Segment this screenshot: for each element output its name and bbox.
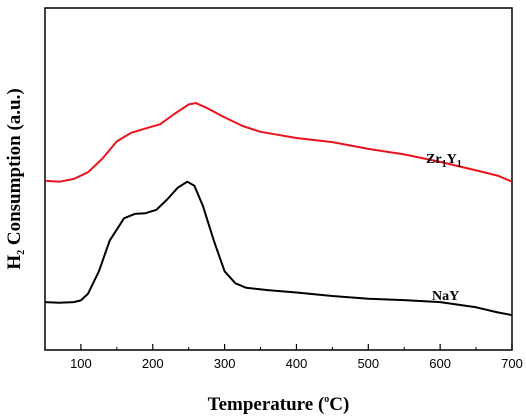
series-label-nay: NaY [432, 289, 459, 304]
x-tick-label-400: 400 [286, 356, 308, 371]
x-axis-title: Temperature (oC) [208, 394, 350, 415]
plot-area: 100 200 300 400 500 600 700 [44, 7, 523, 371]
x-tick-label-700: 700 [501, 356, 523, 371]
x-tick-label-300: 300 [214, 356, 236, 371]
x-tick-label-600: 600 [429, 356, 451, 371]
series-label-zr1y1: Zr1Y1 [426, 152, 462, 170]
x-tick-label-500: 500 [357, 356, 379, 371]
plot-frame [44, 7, 513, 351]
x-axis-ticks: 100 200 300 400 500 600 700 [44, 344, 523, 371]
y-axis-title: H2 Consumption (a.u.) [4, 88, 27, 269]
series-line-1 [44, 180, 513, 317]
series-layer [44, 102, 513, 317]
x-tick-label-100: 100 [70, 356, 92, 371]
x-tick-label-200: 200 [142, 356, 164, 371]
series-line-0 [44, 102, 513, 183]
